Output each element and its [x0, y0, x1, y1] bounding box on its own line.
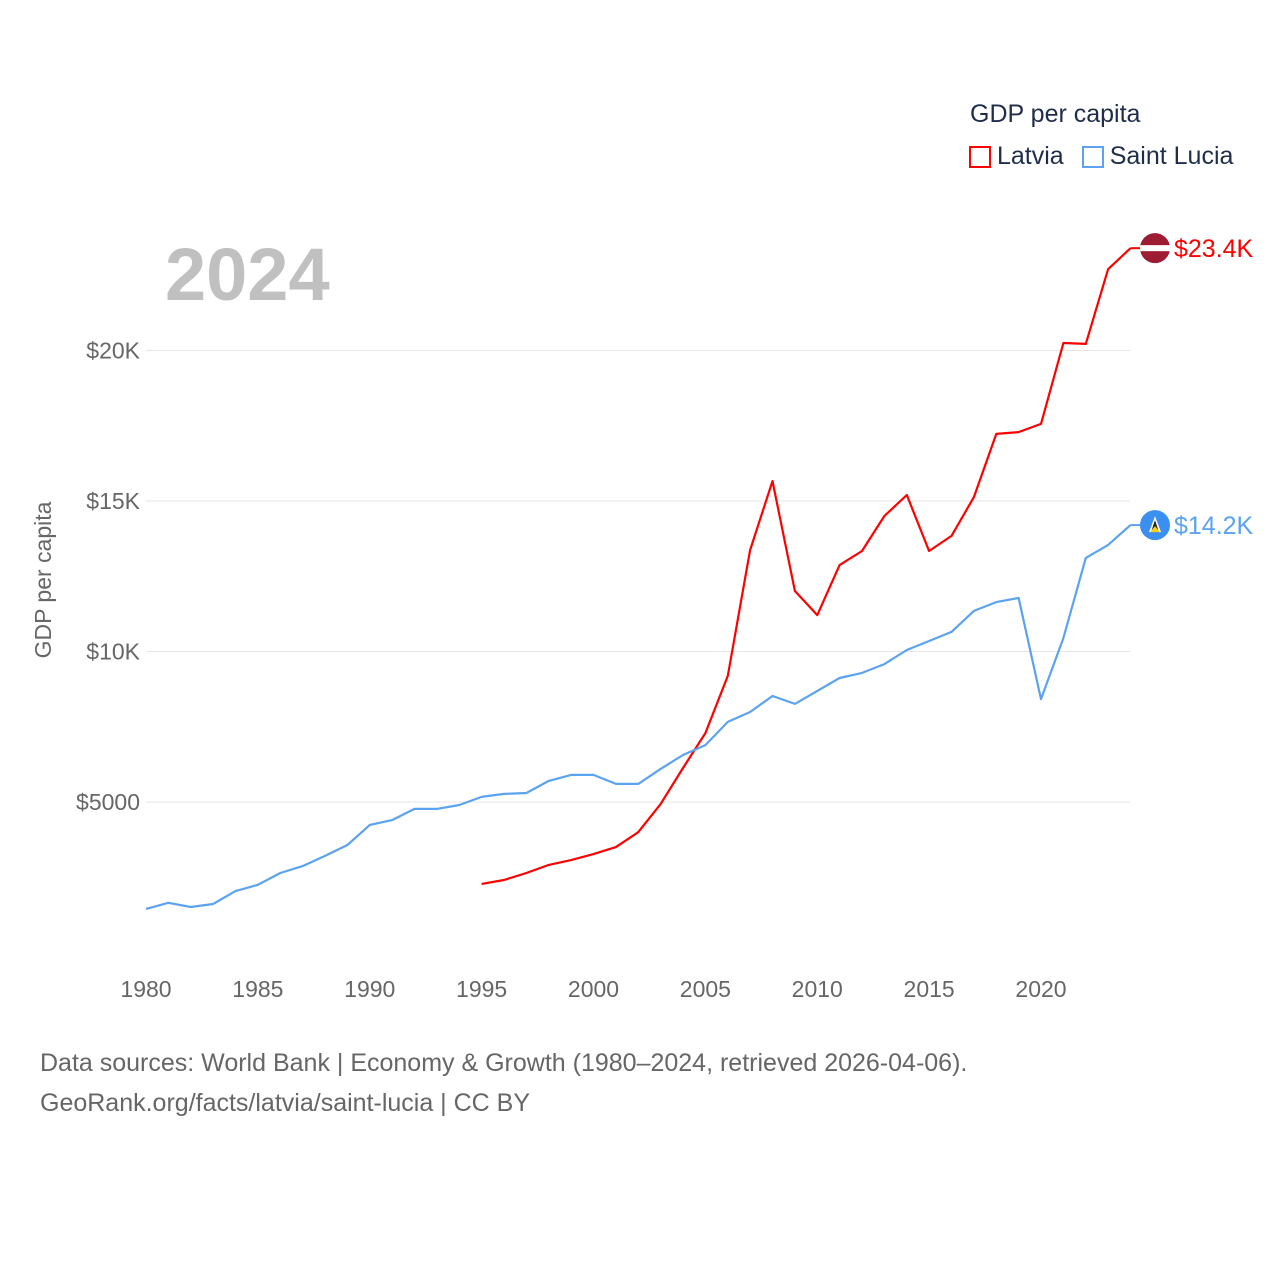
x-tick-label: 2020 — [1015, 976, 1066, 1002]
y-tick-label: $15K — [86, 488, 140, 514]
x-tick-label: 2000 — [568, 976, 619, 1002]
legend-item-saint-lucia[interactable]: Saint Lucia — [1081, 142, 1234, 171]
legend-swatch-latvia — [969, 145, 991, 168]
flag-triangle-gold — [1150, 526, 1160, 533]
legend-label-saint-lucia: Saint Lucia — [1109, 142, 1234, 170]
legend: Latvia Saint Lucia — [969, 142, 1233, 171]
end-value-label-saint-lucia: $14.2K — [1174, 512, 1254, 540]
legend-label-latvia: Latvia — [997, 142, 1064, 170]
series-line-latvia — [481, 247, 1132, 885]
x-tick-label: 1990 — [344, 976, 395, 1002]
y-tick-label: $10K — [86, 639, 140, 665]
x-tick-label: 1985 — [232, 976, 283, 1002]
legend-title: GDP per capita — [970, 100, 1141, 128]
attribution-link[interactable]: GeoRank.org/facts/latvia/saint-lucia | C… — [40, 1089, 531, 1117]
footer: Data sources: World Bank | Economy & Gro… — [40, 1043, 967, 1123]
y-tick-label: $20K — [86, 338, 140, 364]
y-tick-label: $5000 — [76, 789, 140, 815]
x-tick-label: 1995 — [456, 976, 507, 1002]
flag-stripe — [1140, 245, 1170, 252]
end-value-label-latvia: $23.4K — [1174, 235, 1254, 263]
y-axis-label: GDP per capita — [30, 501, 56, 658]
legend-item-latvia[interactable]: Latvia — [969, 142, 1064, 171]
latvia-flag-icon — [1140, 233, 1170, 264]
year-label: 2024 — [165, 233, 330, 316]
x-tick-label: 1980 — [120, 976, 171, 1002]
data-source-text: Data sources: World Bank | Economy & Gro… — [40, 1049, 968, 1077]
legend-swatch-saint-lucia — [1081, 145, 1104, 168]
series-line-saint-lucia — [145, 524, 1132, 910]
x-tick-label: 2005 — [680, 976, 731, 1002]
x-tick-label: 2010 — [792, 976, 843, 1002]
x-tick-label: 2015 — [904, 976, 955, 1002]
saint-lucia-flag-icon — [1140, 510, 1170, 541]
